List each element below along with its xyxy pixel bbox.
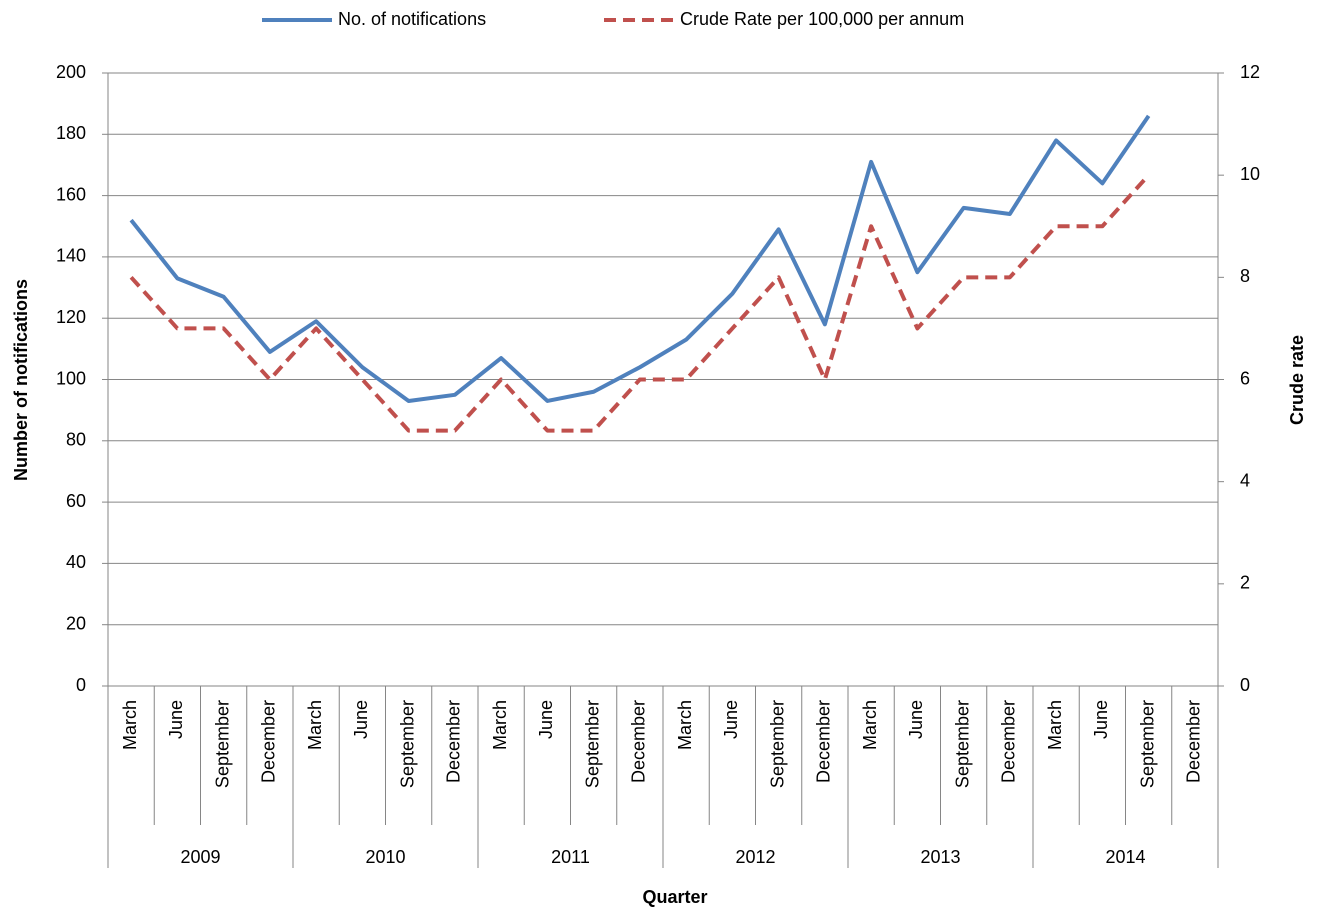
x-axis-title: Quarter: [642, 887, 707, 907]
group-label: 2009: [180, 847, 220, 867]
x-tick-label: December: [999, 700, 1019, 783]
x-tick-label: March: [490, 700, 510, 750]
x-tick-label: September: [1137, 700, 1157, 788]
y2-tick-label: 6: [1240, 368, 1250, 388]
x-tick-label: June: [906, 700, 926, 739]
legend-label: Crude Rate per 100,000 per annum: [680, 9, 964, 29]
y-tick-label: 140: [56, 246, 86, 266]
x-tick-label: March: [120, 700, 140, 750]
y-tick-label: 120: [56, 307, 86, 327]
x-tick-label: September: [212, 700, 232, 788]
y2-tick-label: 2: [1240, 573, 1250, 593]
group-label: 2014: [1105, 847, 1145, 867]
x-tick-label: June: [1091, 700, 1111, 739]
y2-tick-label: 4: [1240, 470, 1250, 490]
x-tick-label: December: [814, 700, 834, 783]
group-label: 2010: [365, 847, 405, 867]
x-tick-label: September: [582, 700, 602, 788]
x-tick-label: September: [767, 700, 787, 788]
group-label: 2012: [735, 847, 775, 867]
y2-tick-label: 0: [1240, 675, 1250, 695]
y-tick-label: 80: [66, 430, 86, 450]
x-tick-label: December: [1184, 700, 1204, 783]
x-tick-label: December: [629, 700, 649, 783]
x-tick-label: June: [166, 700, 186, 739]
group-label: 2011: [551, 847, 590, 867]
group-label: 2013: [920, 847, 960, 867]
legend-label: No. of notifications: [338, 9, 486, 29]
series-line: [129, 114, 1151, 403]
x-tick-label: June: [351, 700, 371, 739]
y2-tick-label: 12: [1240, 62, 1260, 82]
x-tick-label: December: [444, 700, 464, 783]
y2-axis-title: Crude rate: [1287, 335, 1307, 425]
y-tick-label: 160: [56, 184, 86, 204]
x-tick-label: December: [259, 700, 279, 783]
series-line: [129, 173, 1151, 433]
y-tick-label: 100: [56, 368, 86, 388]
y-tick-label: 200: [56, 62, 86, 82]
y2-tick-label: 10: [1240, 164, 1260, 184]
x-tick-label: March: [1045, 700, 1065, 750]
x-tick-label: March: [305, 700, 325, 750]
y-tick-label: 60: [66, 491, 86, 511]
y-tick-label: 0: [76, 675, 86, 695]
x-tick-label: March: [860, 700, 880, 750]
y-tick-label: 20: [66, 613, 86, 633]
x-tick-label: June: [721, 700, 741, 739]
y-tick-label: 180: [56, 123, 86, 143]
x-tick-label: March: [675, 700, 695, 750]
y-axis-title: Number of notifications: [11, 279, 31, 481]
y2-tick-label: 8: [1240, 266, 1250, 286]
y-tick-label: 40: [66, 552, 86, 572]
x-tick-label: September: [952, 700, 972, 788]
x-tick-label: September: [397, 700, 417, 788]
x-tick-label: June: [536, 700, 556, 739]
